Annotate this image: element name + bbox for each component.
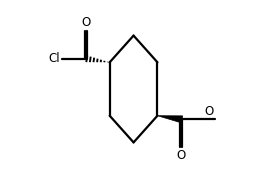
- Text: Cl: Cl: [49, 52, 61, 65]
- Text: O: O: [81, 16, 90, 29]
- Text: O: O: [204, 105, 214, 118]
- Polygon shape: [158, 116, 183, 123]
- Text: O: O: [177, 149, 186, 162]
